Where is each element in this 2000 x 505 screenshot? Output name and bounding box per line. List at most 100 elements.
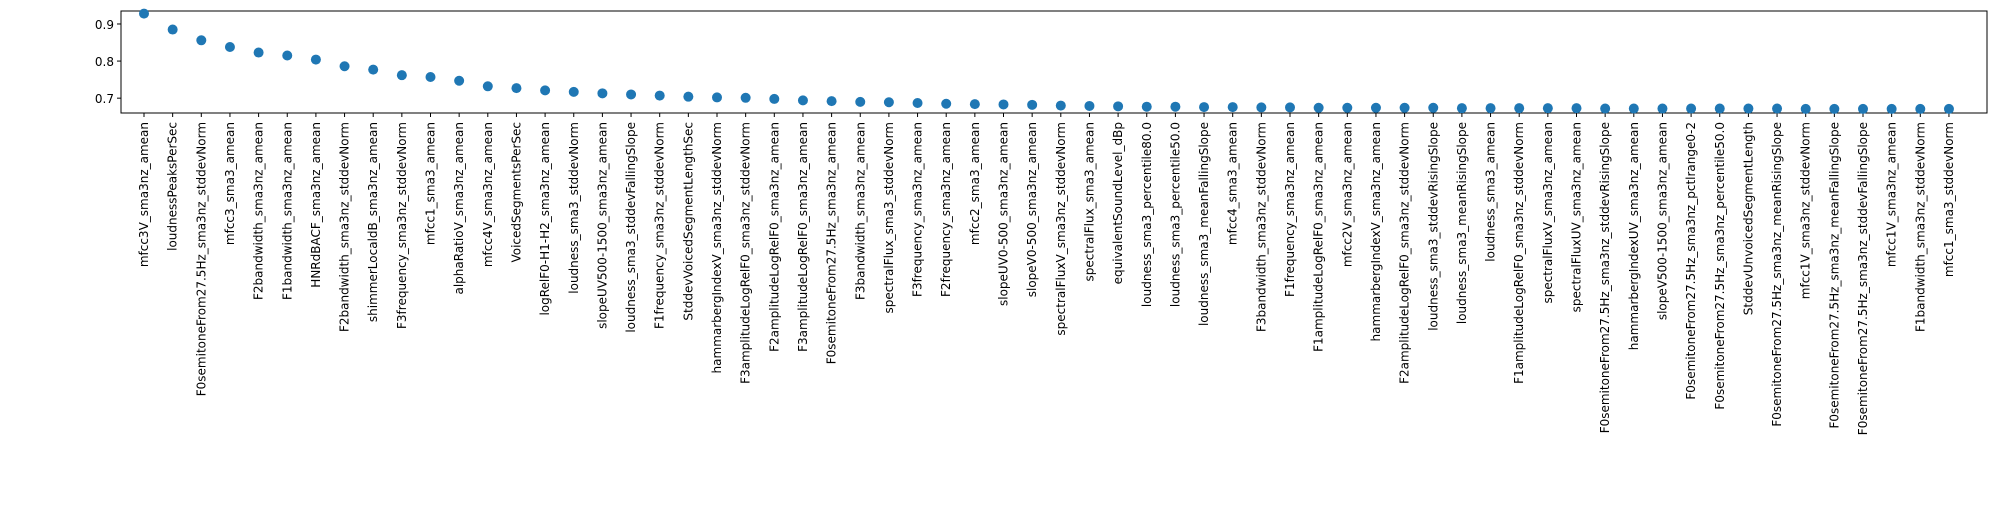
x-tick-label: hammarbergIndexV_sma3nz_stddevNorm <box>710 122 724 373</box>
x-tick-label: F3frequency_sma3nz_amean <box>911 122 925 297</box>
x-tick-label: slopeUV0-500_sma3nz_amean <box>997 122 1011 306</box>
plot-area <box>120 10 1988 114</box>
data-point <box>1829 103 1840 114</box>
data-point <box>454 75 465 86</box>
x-tick-label: mfcc1V_sma3nz_stddevNorm <box>1799 122 1813 299</box>
x-tick-label: loudnessPeaksPerSec <box>166 122 180 251</box>
x-tick-label: VoicedSegmentsPerSec <box>509 122 523 263</box>
x-tick-label: mfcc1_sma3_amean <box>424 122 438 245</box>
x-tick-label: HNRdBACF_sma3nz_amean <box>309 122 323 288</box>
x-tick-label: mfcc2_sma3_amean <box>968 122 982 245</box>
data-points <box>139 8 1954 114</box>
data-point <box>1772 103 1783 114</box>
x-tick-label: F2amplitudeLogRelF0_sma3nz_amean <box>767 122 781 352</box>
data-point <box>1571 103 1582 114</box>
x-tick-label: loudness_sma3_stddevRisingSlope <box>1426 122 1440 331</box>
data-point <box>1657 103 1668 114</box>
data-point <box>1485 103 1496 114</box>
x-tick-label: F3bandwidth_sma3nz_amean <box>853 122 867 300</box>
data-point <box>1428 102 1439 113</box>
data-point <box>1027 99 1038 110</box>
x-tick-label: StddevUnvoicedSegmentLength <box>1741 122 1755 315</box>
x-tick-label: spectralFluxUV_sma3nz_amean <box>1570 122 1584 312</box>
x-tick-label: F0semitoneFrom27.5Hz_sma3nz_meanFallingS… <box>1827 122 1841 429</box>
data-point <box>1227 102 1238 113</box>
data-point <box>883 97 894 108</box>
y-axis: 0.7 0.8 0.9 <box>95 18 121 106</box>
data-point <box>1456 103 1467 114</box>
x-tick-label: F2bandwidth_sma3nz_stddevNorm <box>338 122 352 332</box>
data-point <box>1170 101 1181 112</box>
data-point <box>1084 100 1095 111</box>
x-tick-label: spectralFlux_sma3_amean <box>1082 122 1096 281</box>
x-tick-label: loudness_sma3_amean <box>1484 122 1498 262</box>
data-point <box>855 96 866 107</box>
data-point <box>482 81 493 92</box>
x-tick-label: F2amplitudeLogRelF0_sma3nz_stddevNorm <box>1398 122 1412 384</box>
data-point <box>196 35 207 46</box>
data-point <box>1886 103 1897 114</box>
x-tick-label: F3bandwidth_sma3nz_stddevNorm <box>1254 122 1268 332</box>
x-tick-label: F0semitoneFrom27.5Hz_sma3nz_pctlrange0-2 <box>1684 122 1698 400</box>
x-tick-label: F0semitoneFrom27.5Hz_sma3nz_meanRisingSl… <box>1770 122 1784 427</box>
data-point <box>1714 103 1725 114</box>
x-tick-label: F1amplitudeLogRelF0_sma3nz_amean <box>1312 122 1326 352</box>
data-point <box>1313 102 1324 113</box>
data-point <box>1399 102 1410 113</box>
x-tick-label: spectralFluxV_sma3nz_amean <box>1541 122 1555 304</box>
data-point <box>1600 103 1611 114</box>
x-tick-label: F2frequency_sma3nz_amean <box>939 122 953 297</box>
x-tick-label: shimmerLocaldB_sma3nz_amean <box>366 122 380 322</box>
x-tick-label: F1frequency_sma3nz_stddevNorm <box>653 122 667 329</box>
data-point <box>740 92 751 103</box>
data-point <box>1686 103 1697 114</box>
x-tick-label: logRelF0-H1-H2_sma3nz_amean <box>538 122 552 316</box>
x-tick-label: slopeUV500-1500_sma3nz_amean <box>595 122 609 329</box>
data-point <box>339 61 350 72</box>
data-point <box>1199 102 1210 113</box>
data-point <box>1370 102 1381 113</box>
data-point <box>654 90 665 101</box>
x-tick-label: F1amplitudeLogRelF0_sma3nz_stddevNorm <box>1512 122 1526 384</box>
data-point <box>797 95 808 106</box>
data-point <box>139 8 149 19</box>
x-tick-label: F0semitoneFrom27.5Hz_sma3nz_stddevFallin… <box>1856 122 1870 435</box>
data-point <box>396 70 407 81</box>
data-point <box>1943 103 1954 114</box>
x-tick-label: loudness_sma3_stddevNorm <box>567 122 581 294</box>
x-tick-label: F3frequency_sma3nz_stddevNorm <box>395 122 409 329</box>
x-axis: mfcc3V_sma3nz_amean loudnessPeaksPerSec F0… <box>137 113 1956 435</box>
data-point <box>1628 103 1639 114</box>
data-point <box>912 97 923 108</box>
data-point <box>1285 102 1295 113</box>
x-tick-label: equivalentSoundLevel_dBp <box>1111 122 1125 284</box>
data-point <box>1858 103 1868 114</box>
x-tick-label: F3amplitudeLogRelF0_sma3nz_amean <box>796 122 810 352</box>
data-point <box>826 96 837 107</box>
data-point <box>1800 103 1811 114</box>
x-tick-label: mfcc4_sma3_amean <box>1226 122 1240 245</box>
data-point <box>1514 103 1525 114</box>
data-point <box>167 24 178 35</box>
y-tick-label: 0.9 <box>95 18 114 32</box>
x-tick-label: mfcc3V_sma3nz_amean <box>137 122 151 267</box>
data-point <box>626 89 637 100</box>
x-tick-label: mfcc4V_sma3nz_amean <box>481 122 495 267</box>
x-tick-label: F0semitoneFrom27.5Hz_sma3nz_amean <box>825 122 839 364</box>
x-tick-label: loudness_sma3_meanRisingSlope <box>1455 122 1469 324</box>
x-tick-label: F1frequency_sma3nz_amean <box>1283 122 1297 297</box>
x-tick-label: F0semitoneFrom27.5Hz_sma3nz_stddevNorm <box>194 122 208 396</box>
x-tick-label: loudness_sma3_meanFallingSlope <box>1197 122 1211 326</box>
x-tick-label: slopeV0-500_sma3nz_amean <box>1025 122 1039 297</box>
data-point <box>1743 103 1754 114</box>
x-tick-label: F1bandwidth_sma3nz_stddevNorm <box>1913 122 1927 332</box>
data-point <box>712 92 722 103</box>
data-point <box>282 50 293 61</box>
data-point <box>1256 102 1267 113</box>
x-tick-label: hammarbergIndexV_sma3nz_amean <box>1369 122 1383 341</box>
data-point <box>1342 102 1353 113</box>
x-tick-label: mfcc1_sma3_stddevNorm <box>1942 122 1956 277</box>
x-tick-label: loudness_sma3_percentile50.0 <box>1168 122 1182 307</box>
data-point <box>941 98 952 109</box>
